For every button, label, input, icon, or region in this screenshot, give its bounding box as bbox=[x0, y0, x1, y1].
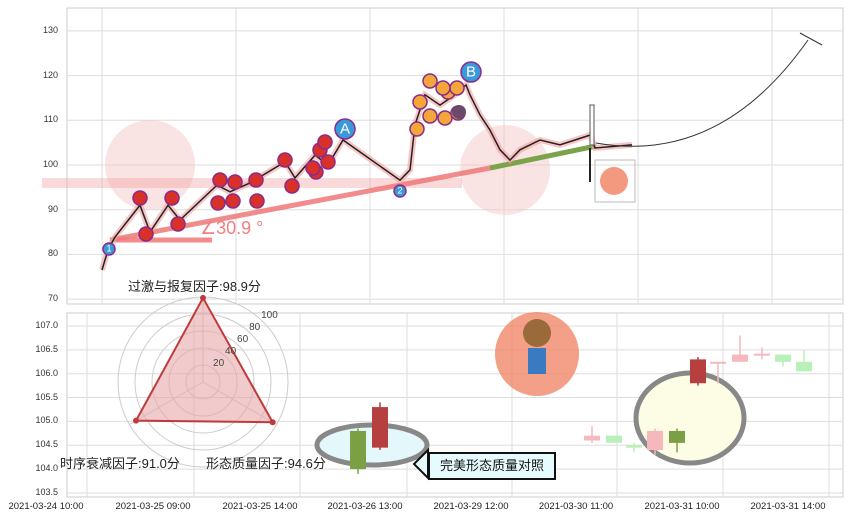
y-tick-label: 130 bbox=[42, 24, 58, 35]
candle-body bbox=[754, 353, 770, 356]
x-tick-label: 2021-03-31 10:00 bbox=[644, 501, 720, 512]
y-tick-label: 105.0 bbox=[35, 415, 58, 426]
callout-perfect-shape: 完美形态质量对照 bbox=[428, 452, 556, 480]
watermark-circle bbox=[105, 120, 195, 210]
y-tick-label: 90 bbox=[47, 203, 58, 214]
trend-angle-label: ∠30.9 ° bbox=[200, 218, 264, 238]
mascot-frame bbox=[594, 159, 636, 203]
y-tick-label: 106.5 bbox=[35, 343, 58, 354]
note-marker-red bbox=[305, 160, 321, 176]
note-marker-red bbox=[138, 226, 154, 242]
note-marker-red bbox=[227, 174, 243, 190]
radar-point bbox=[269, 419, 276, 426]
x-tick-label: 2021-03-25 14:00 bbox=[222, 501, 298, 512]
note-marker-orange bbox=[449, 80, 465, 96]
candle-body bbox=[710, 361, 726, 364]
bottom-panel-frame bbox=[66, 312, 844, 498]
superhero-mascot-body bbox=[528, 348, 546, 374]
note-marker-orange bbox=[412, 94, 428, 110]
radar-area bbox=[134, 295, 275, 424]
note-marker-red bbox=[249, 193, 265, 209]
point-label: 1 bbox=[106, 244, 111, 254]
top-panel-frame bbox=[66, 7, 844, 305]
candle-body bbox=[690, 359, 706, 384]
y-tick-label: 103.5 bbox=[35, 486, 58, 497]
candle-body bbox=[372, 407, 388, 448]
y-tick-label: 105.5 bbox=[35, 391, 58, 402]
radar-label-shape: 形态质量因子:94.6分 bbox=[206, 456, 326, 471]
candle-body bbox=[350, 430, 366, 470]
y-tick-label: 104.0 bbox=[35, 463, 58, 474]
y-tick-label: 110 bbox=[43, 114, 58, 125]
note-marker-orange bbox=[409, 121, 425, 137]
note-marker-orange bbox=[437, 110, 453, 126]
x-tick-label: 2021-03-25 09:00 bbox=[115, 501, 191, 512]
note-marker-orange bbox=[435, 80, 451, 96]
y-tick-label: 104.5 bbox=[35, 439, 58, 450]
y-tick-label: 80 bbox=[47, 248, 58, 259]
candle-body bbox=[647, 430, 663, 451]
point-label: B bbox=[466, 64, 476, 81]
y-tick-label: 100 bbox=[42, 159, 58, 169]
radar-ring-label: 80 bbox=[249, 321, 261, 333]
y-tick-label: 106.0 bbox=[35, 367, 58, 378]
note-marker-orange bbox=[422, 108, 438, 124]
forecast-arc bbox=[595, 39, 809, 147]
note-marker-red bbox=[320, 154, 336, 170]
x-tick-label: 2021-03-30 11:00 bbox=[538, 501, 614, 512]
radar-ring-label: 100 bbox=[261, 309, 278, 321]
candle-body bbox=[584, 435, 600, 441]
note-marker-red bbox=[164, 190, 180, 206]
note-marker-orange bbox=[422, 73, 438, 89]
x-tick-label: 2021-03-26 13:00 bbox=[327, 501, 403, 512]
note-marker-red bbox=[210, 195, 226, 211]
note-marker-red bbox=[225, 193, 241, 209]
point-marker-A bbox=[334, 118, 356, 140]
radar-ring-label: 20 bbox=[213, 357, 225, 369]
candle-body bbox=[732, 354, 748, 362]
note-marker-red bbox=[317, 134, 333, 150]
radar-label-revenge: 过激与报复因子:98.9分 bbox=[128, 279, 261, 294]
radar-point bbox=[200, 294, 206, 301]
trend-line-green bbox=[489, 143, 597, 171]
x-tick-label: 2021-03-24 10:00 bbox=[8, 501, 84, 512]
x-tick-label: 2021-03-31 14:00 bbox=[750, 501, 826, 512]
mascot-icon bbox=[600, 167, 628, 195]
superhero-mascot-head bbox=[523, 319, 551, 347]
note-marker-red bbox=[212, 172, 228, 188]
y-tick-label: 70 bbox=[47, 293, 58, 304]
note-marker-red bbox=[248, 172, 264, 188]
candle-body bbox=[669, 430, 685, 443]
candle-body bbox=[796, 361, 812, 372]
point-label: A bbox=[340, 121, 350, 138]
note-marker-red bbox=[132, 190, 148, 206]
note-marker-red bbox=[277, 152, 293, 168]
candle-body bbox=[606, 435, 622, 443]
note-marker-dark bbox=[452, 105, 466, 119]
point-label: 2 bbox=[397, 186, 402, 196]
x-tick-label: 2021-03-29 12:00 bbox=[433, 501, 509, 512]
candle-body bbox=[775, 354, 791, 362]
price-line bbox=[101, 83, 633, 271]
radar-ring-label: 40 bbox=[225, 345, 237, 357]
y-tick-label: 107.0 bbox=[35, 320, 58, 330]
point-marker-1 bbox=[102, 242, 116, 256]
radar-label-decay: 时序衰减因子:91.0分 bbox=[60, 456, 180, 471]
radar-point bbox=[133, 417, 140, 424]
note-marker-red bbox=[284, 178, 300, 194]
candle-body bbox=[626, 445, 642, 448]
signal-bar bbox=[589, 104, 595, 146]
y-tick-label: 120 bbox=[42, 69, 58, 80]
radar-ring-label: 60 bbox=[237, 333, 249, 345]
point-marker-B bbox=[460, 61, 482, 83]
point-marker-2 bbox=[393, 184, 407, 198]
forecast-arc-cap bbox=[799, 32, 823, 46]
note-marker-red bbox=[170, 216, 186, 232]
